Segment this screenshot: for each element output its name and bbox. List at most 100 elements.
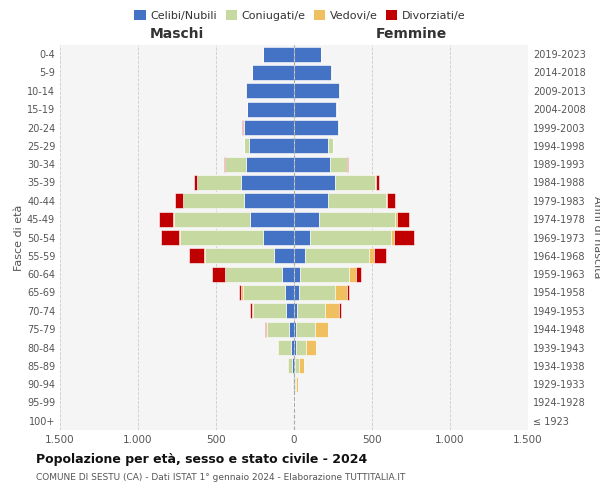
Bar <box>183 194 244 208</box>
Bar <box>295 376 296 392</box>
Bar <box>299 358 304 374</box>
Text: Femmine: Femmine <box>376 28 446 42</box>
Bar <box>160 212 173 226</box>
Legend: Celibi/Nubili, Coniugati/e, Vedovi/e, Divorziati/e: Celibi/Nubili, Coniugati/e, Vedovi/e, Di… <box>130 6 470 25</box>
Bar <box>244 194 294 208</box>
Bar <box>294 285 299 300</box>
Bar <box>369 248 374 264</box>
Bar <box>180 230 263 245</box>
Bar <box>204 248 205 264</box>
Bar <box>244 138 249 154</box>
Text: Popolazione per età, sesso e stato civile - 2024: Popolazione per età, sesso e stato civil… <box>36 452 367 466</box>
Bar <box>294 322 296 336</box>
Bar <box>263 46 294 62</box>
Bar <box>294 138 328 154</box>
Bar <box>319 212 395 226</box>
Bar <box>297 304 325 318</box>
Bar <box>226 156 245 172</box>
Bar <box>387 194 395 208</box>
Bar <box>335 285 347 300</box>
Bar <box>395 212 397 226</box>
Bar <box>205 248 274 264</box>
Bar <box>294 46 320 62</box>
Bar <box>325 304 339 318</box>
Text: COMUNE DI SESTU (CA) - Dati ISTAT 1° gennaio 2024 - Elaborazione TUTTITALIA.IT: COMUNE DI SESTU (CA) - Dati ISTAT 1° gen… <box>36 472 406 482</box>
Bar <box>252 304 253 318</box>
Bar <box>242 285 284 300</box>
Bar <box>189 248 204 264</box>
Bar <box>292 376 293 392</box>
Bar <box>295 358 299 374</box>
Bar <box>347 285 349 300</box>
Bar <box>294 376 295 392</box>
Bar <box>286 304 294 318</box>
Bar <box>241 175 294 190</box>
Bar <box>268 322 289 336</box>
Bar <box>356 266 361 281</box>
Bar <box>247 102 294 116</box>
Bar <box>287 358 288 374</box>
Bar <box>386 194 387 208</box>
Bar <box>347 156 348 172</box>
Y-axis label: Fasce di età: Fasce di età <box>14 204 24 270</box>
Bar <box>294 156 330 172</box>
Bar <box>289 322 294 336</box>
Bar <box>250 212 294 226</box>
Bar <box>179 230 180 245</box>
Bar <box>224 156 225 172</box>
Bar <box>224 266 226 281</box>
Bar <box>226 266 281 281</box>
Bar <box>296 322 315 336</box>
Bar <box>294 194 328 208</box>
Bar <box>161 230 179 245</box>
Bar <box>330 156 347 172</box>
Bar <box>294 120 338 135</box>
Bar <box>245 84 294 98</box>
Bar <box>294 84 339 98</box>
Bar <box>249 138 294 154</box>
Bar <box>194 175 197 190</box>
Bar <box>294 340 296 355</box>
Bar <box>294 230 310 245</box>
Bar <box>242 120 244 135</box>
Bar <box>349 266 356 281</box>
Bar <box>266 322 268 336</box>
Text: Maschi: Maschi <box>150 28 204 42</box>
Bar <box>245 156 294 172</box>
Bar <box>300 266 349 281</box>
Bar <box>212 266 224 281</box>
Bar <box>252 65 294 80</box>
Bar <box>338 120 339 135</box>
Bar <box>294 248 305 264</box>
Bar <box>291 340 294 355</box>
Bar <box>294 304 297 318</box>
Bar <box>394 230 414 245</box>
Bar <box>174 212 250 226</box>
Bar <box>374 248 386 264</box>
Bar <box>293 376 294 392</box>
Bar <box>294 266 300 281</box>
Bar <box>288 358 292 374</box>
Bar <box>315 322 328 336</box>
Bar <box>274 248 294 264</box>
Bar <box>239 285 241 300</box>
Bar <box>197 175 241 190</box>
Bar <box>294 212 319 226</box>
Bar <box>397 212 409 226</box>
Bar <box>376 175 379 190</box>
Bar <box>294 65 331 80</box>
Bar <box>307 340 316 355</box>
Bar <box>296 340 307 355</box>
Bar <box>296 376 298 392</box>
Bar <box>244 120 294 135</box>
Bar <box>310 230 391 245</box>
Bar <box>294 102 336 116</box>
Bar <box>391 230 394 245</box>
Bar <box>281 266 294 281</box>
Bar <box>294 175 335 190</box>
Bar <box>328 194 386 208</box>
Bar <box>284 285 294 300</box>
Bar <box>278 340 291 355</box>
Bar <box>328 138 333 154</box>
Bar <box>263 230 294 245</box>
